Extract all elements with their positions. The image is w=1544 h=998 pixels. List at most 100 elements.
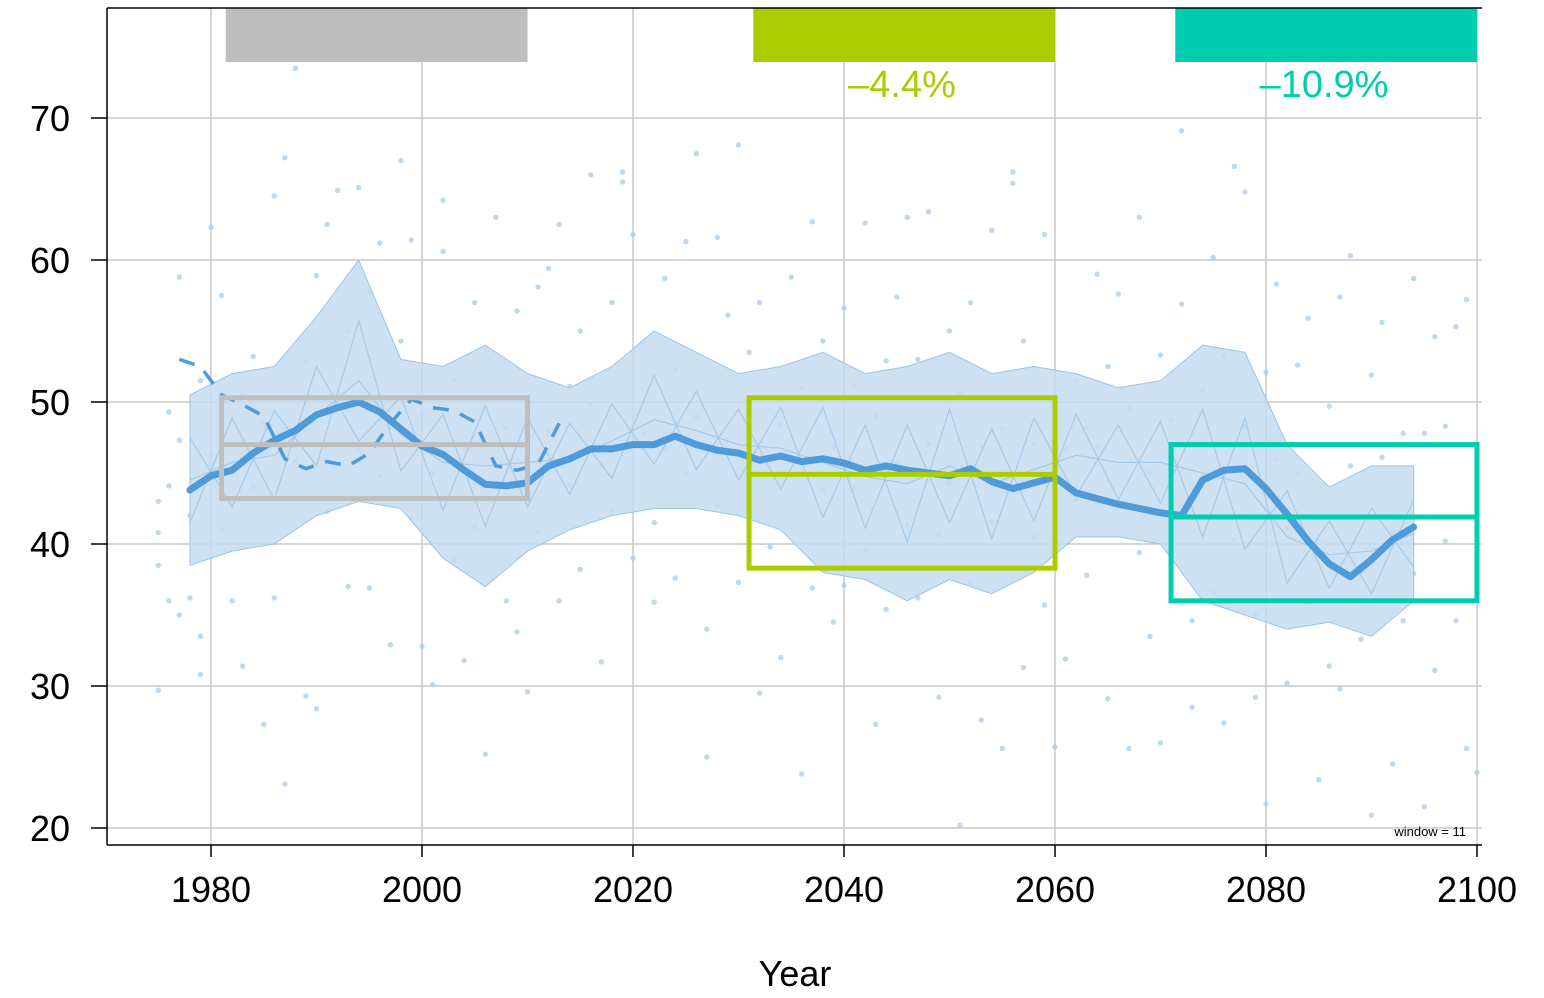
data-point	[1463, 745, 1470, 752]
data-point	[862, 220, 868, 226]
x-tick-label: 2100	[1437, 869, 1517, 910]
data-point	[1421, 430, 1427, 436]
data-point	[957, 822, 963, 828]
data-point	[936, 694, 942, 701]
data-point	[282, 781, 288, 787]
y-tick-label: 60	[30, 240, 70, 281]
period-change-label: –10.9%	[1260, 64, 1389, 106]
smoothed-series-line	[186, 398, 1418, 581]
data-point	[904, 214, 910, 221]
series-lines	[178, 357, 1418, 581]
data-point	[756, 299, 763, 306]
y-tick-label: 50	[30, 382, 70, 423]
x-tick-label: 2040	[804, 869, 884, 910]
data-point	[166, 409, 172, 415]
data-point	[1115, 291, 1122, 297]
data-point	[1442, 538, 1449, 544]
data-point	[303, 693, 309, 699]
data-point	[651, 599, 657, 605]
data-point	[1020, 664, 1027, 671]
data-point	[1411, 275, 1417, 282]
data-point	[1189, 704, 1195, 710]
data-point	[1358, 636, 1364, 642]
data-point	[1136, 549, 1143, 556]
data-point	[1463, 297, 1470, 303]
data-point	[1263, 369, 1269, 375]
data-point	[1337, 294, 1343, 300]
data-point	[1368, 372, 1375, 378]
data-point	[1178, 301, 1185, 307]
x-tick-label: 2000	[382, 869, 462, 910]
data-point	[250, 353, 256, 360]
data-point	[398, 157, 404, 164]
data-point	[271, 193, 277, 199]
data-point	[197, 633, 204, 639]
data-point	[1189, 617, 1195, 624]
data-point	[989, 227, 995, 233]
data-point	[1231, 163, 1238, 169]
data-point	[493, 214, 499, 221]
period-box-mid-century	[746, 395, 1058, 571]
data-point	[197, 378, 204, 384]
data-point	[429, 681, 436, 688]
data-point	[1400, 617, 1406, 624]
data-point	[324, 221, 330, 228]
data-point	[282, 155, 288, 161]
data-point	[714, 234, 721, 240]
data-point	[767, 544, 773, 550]
window-label: window = 11	[1393, 824, 1466, 839]
data-point	[809, 585, 816, 591]
data-point	[1347, 253, 1354, 259]
data-point	[1316, 777, 1322, 783]
data-point	[1147, 633, 1153, 639]
data-point	[967, 299, 974, 306]
data-point	[883, 606, 889, 613]
data-point	[313, 272, 320, 279]
data-point	[809, 218, 816, 225]
y-tick-label: 70	[30, 98, 70, 139]
data-point	[366, 585, 372, 591]
y-tick-label: 30	[30, 666, 70, 707]
data-point	[1083, 572, 1090, 578]
data-point	[408, 237, 415, 243]
data-point	[545, 265, 552, 272]
data-point	[978, 717, 984, 723]
data-point	[229, 598, 235, 604]
data-point	[1389, 761, 1396, 767]
data-point	[1337, 686, 1343, 692]
data-point	[925, 209, 932, 215]
data-point	[461, 657, 467, 664]
data-point	[1041, 602, 1048, 608]
data-point	[693, 150, 699, 157]
data-point	[472, 299, 478, 306]
data-point	[841, 305, 847, 311]
axes: 1980 2000 2020 2040 2060 2080 2100 20 30 40 50 60 70	[30, 7, 1517, 910]
data-point	[1010, 180, 1016, 187]
data-point	[377, 240, 383, 246]
data-point	[197, 671, 204, 678]
data-point	[313, 706, 320, 712]
data-point	[176, 612, 183, 618]
data-point	[1347, 463, 1354, 469]
data-point	[334, 187, 341, 194]
data-point	[735, 142, 742, 148]
data-point	[524, 688, 531, 695]
data-point	[1242, 189, 1248, 195]
y-tick-label: 40	[30, 524, 70, 565]
data-point	[946, 328, 953, 334]
data-point	[1105, 363, 1111, 370]
data-point	[1368, 812, 1375, 818]
data-point	[440, 248, 446, 255]
data-point	[155, 562, 161, 568]
data-point	[1474, 769, 1480, 776]
x-axis-title: Year	[759, 953, 832, 994]
data-point	[609, 299, 615, 306]
data-point	[387, 642, 394, 648]
data-point	[1453, 324, 1459, 330]
data-point	[155, 529, 161, 536]
data-point	[556, 221, 562, 228]
data-point	[1252, 694, 1259, 701]
data-point	[187, 595, 193, 601]
data-point	[1379, 454, 1385, 461]
data-point	[1294, 362, 1301, 368]
